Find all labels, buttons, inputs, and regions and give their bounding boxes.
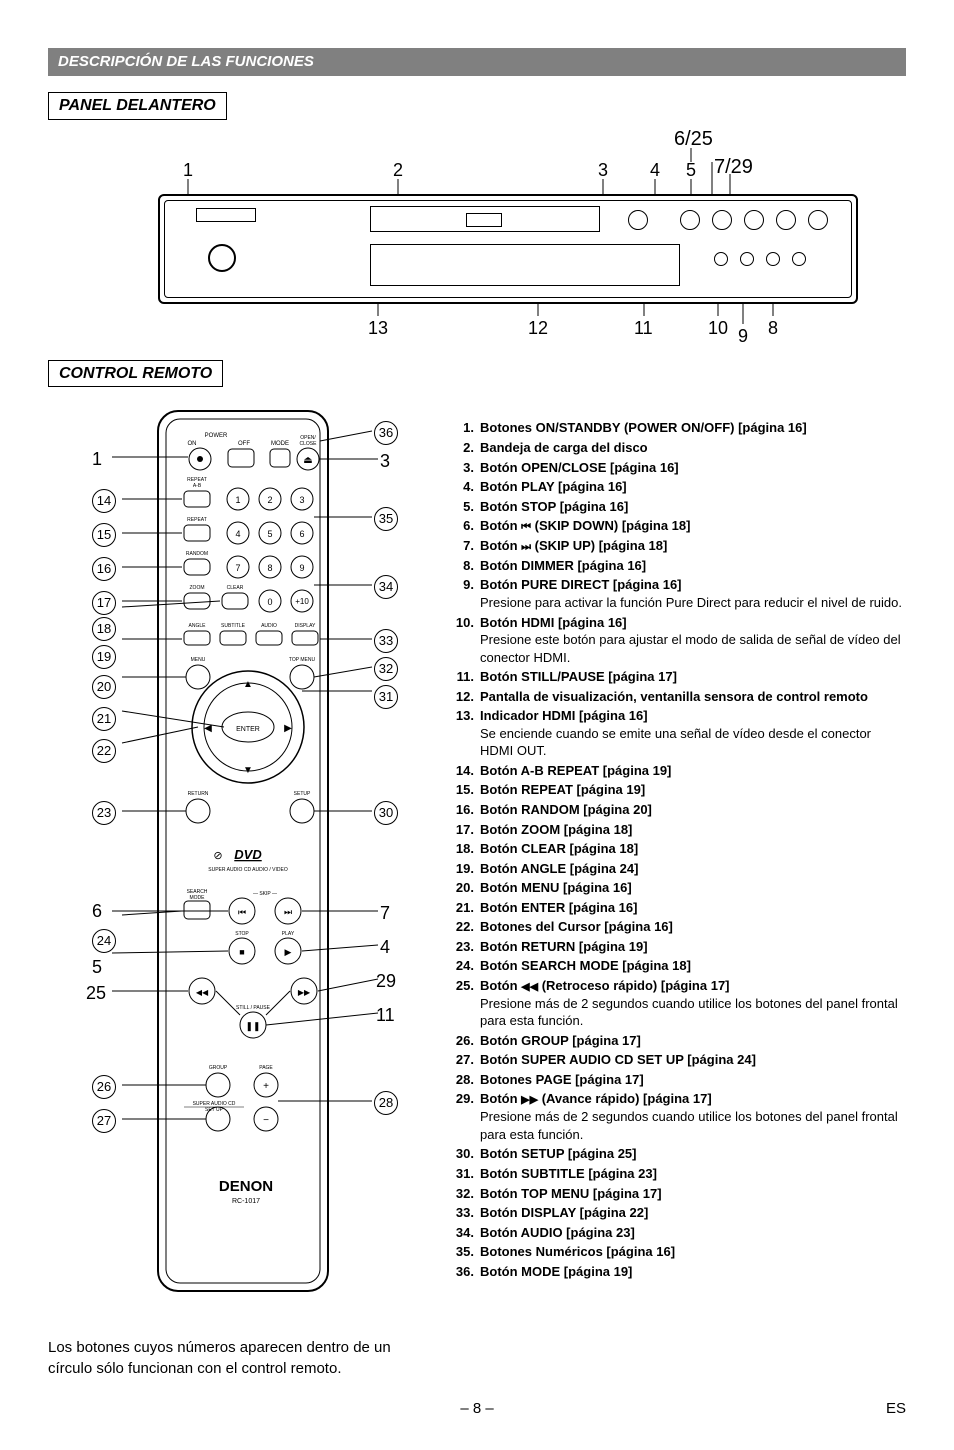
page-number: – 8 – [88, 1399, 866, 1419]
function-item: 36.Botón MODE [página 19] [452, 1263, 906, 1281]
rc-r-31: 31 [374, 683, 398, 709]
rc-l-24: 24 [92, 927, 116, 953]
rc-r-29: 29 [376, 969, 396, 993]
function-item: 19.Botón ANGLE [página 24] [452, 860, 906, 878]
rc-l-1: 1 [92, 447, 102, 471]
function-item: 8.Botón DIMMER [página 16] [452, 557, 906, 575]
lang-code: ES [866, 1399, 906, 1419]
function-item: 6.Botón ⏮ (SKIP DOWN) [página 18] [452, 517, 906, 535]
function-item: 33.Botón DISPLAY [página 22] [452, 1204, 906, 1222]
function-item: 25.Botón ◀◀ (Retroceso rápido) [página 1… [452, 977, 906, 1030]
function-item: 28.Botones PAGE [página 17] [452, 1071, 906, 1089]
rc-l-15: 15 [92, 521, 116, 547]
function-item: 22.Botones del Cursor [página 16] [452, 918, 906, 936]
rc-l-27: 27 [92, 1107, 116, 1133]
rc-l-6: 6 [92, 899, 102, 923]
rc-l-18: 18 [92, 615, 116, 641]
rc-r-28: 28 [374, 1089, 398, 1115]
rc-r-36: 36 [374, 419, 398, 445]
rc-l-19: 19 [92, 643, 116, 669]
rc-l-20: 20 [92, 673, 116, 699]
function-item: 3.Botón OPEN/CLOSE [página 16] [452, 459, 906, 477]
rc-l-23: 23 [92, 799, 116, 825]
function-item: 5.Botón STOP [página 16] [452, 498, 906, 516]
function-item: 29.Botón ▶▶ (Avance rápido) [página 17]P… [452, 1090, 906, 1143]
rc-r-34: 34 [374, 573, 398, 599]
function-item: 1.Botones ON/STANDBY (POWER ON/OFF) [pág… [452, 419, 906, 437]
rc-r-4: 4 [380, 935, 390, 959]
rc-r-3: 3 [380, 449, 390, 473]
function-item: 4.Botón PLAY [página 16] [452, 478, 906, 496]
function-item: 10.Botón HDMI [página 16]Presione este b… [452, 614, 906, 667]
function-item: 23.Botón RETURN [página 19] [452, 938, 906, 956]
rc-r-32: 32 [374, 655, 398, 681]
rc-l-26: 26 [92, 1073, 116, 1099]
front-panel-title: PANEL DELANTERO [48, 92, 227, 120]
function-item: 35.Botones Numéricos [página 16] [452, 1243, 906, 1261]
function-item: 13.Indicador HDMI [página 16]Se enciende… [452, 707, 906, 760]
function-item: 18.Botón CLEAR [página 18] [452, 840, 906, 858]
function-item: 20.Botón MENU [página 16] [452, 879, 906, 897]
function-item: 34.Botón AUDIO [página 23] [452, 1224, 906, 1242]
function-item: 11.Botón STILL/PAUSE [página 17] [452, 668, 906, 686]
remote-note: Los botones cuyos números aparecen dentr… [48, 1337, 428, 1379]
function-item: 27.Botón SUPER AUDIO CD SET UP [página 2… [452, 1051, 906, 1069]
function-item: 12.Pantalla de visualización, ventanilla… [452, 688, 906, 706]
rc-l-14: 14 [92, 487, 116, 513]
function-item: 16.Botón RANDOM [página 20] [452, 801, 906, 819]
function-item: 32.Botón TOP MENU [página 17] [452, 1185, 906, 1203]
rc-l-16: 16 [92, 555, 116, 581]
function-item: 17.Botón ZOOM [página 18] [452, 821, 906, 839]
rc-r-30: 30 [374, 799, 398, 825]
rc-l-25: 25 [86, 981, 106, 1005]
function-item: 31.Botón SUBTITLE [página 23] [452, 1165, 906, 1183]
rc-r-35: 35 [374, 505, 398, 531]
front-panel-box [158, 194, 858, 304]
function-item: 24.Botón SEARCH MODE [página 18] [452, 957, 906, 975]
rc-r-11: 11 [376, 1003, 395, 1027]
rc-l-17: 17 [92, 589, 116, 615]
function-item: 14.Botón A-B REPEAT [página 19] [452, 762, 906, 780]
rc-l-21: 21 [92, 705, 116, 731]
remote-title: CONTROL REMOTO [48, 360, 223, 388]
function-item: 7.Botón ⏭ (SKIP UP) [página 18] [452, 537, 906, 555]
function-list: 1.Botones ON/STANDBY (POWER ON/OFF) [pág… [452, 419, 906, 1280]
function-item: 2.Bandeja de carga del disco [452, 439, 906, 457]
rc-r-33: 33 [374, 627, 398, 653]
rc-l-22: 22 [92, 737, 116, 763]
section-header: DESCRIPCIÓN DE LAS FUNCIONES [48, 48, 906, 76]
front-panel-diagram: 1 2 3 4 5 6/25 7/29 13 12 11 10 9 8 [48, 124, 906, 354]
rc-l-5: 5 [92, 955, 102, 979]
function-item: 15.Botón REPEAT [página 19] [452, 781, 906, 799]
function-item: 26.Botón GROUP [página 17] [452, 1032, 906, 1050]
rc-r-7: 7 [380, 901, 390, 925]
function-item: 30.Botón SETUP [página 25] [452, 1145, 906, 1163]
function-item: 21.Botón ENTER [página 16] [452, 899, 906, 917]
remote-diagram: ⏏ POWER ON OFF MODE OPEN/ CLOSE A-B REPE… [48, 391, 428, 1331]
function-item: 9.Botón PURE DIRECT [página 16]Presione … [452, 576, 906, 611]
